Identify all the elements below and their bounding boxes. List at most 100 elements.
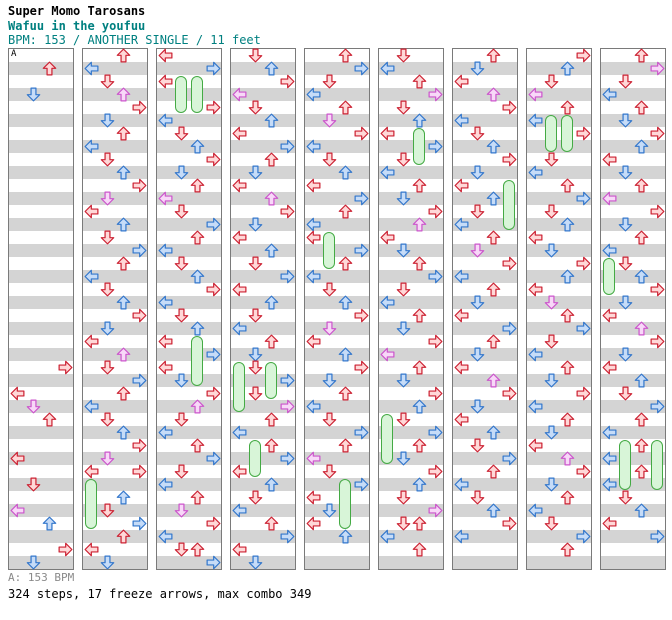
arrow-left-icon [232, 87, 246, 102]
arrow-right-icon [428, 464, 442, 479]
arrow-down-icon [248, 217, 262, 232]
freeze-arrow [174, 76, 187, 113]
arrow-right-icon [280, 451, 294, 466]
arrow-down-icon [100, 503, 114, 518]
arrow-up-icon [560, 542, 574, 557]
arrow-down-icon [26, 399, 40, 414]
arrow-left-icon [84, 399, 98, 414]
arrow-up-icon [486, 425, 500, 440]
arrow-up-icon [338, 438, 352, 453]
arrow-left-icon [454, 308, 468, 323]
arrow-down-icon [544, 477, 558, 492]
arrow-down-icon [322, 74, 336, 89]
arrow-right-icon [576, 256, 590, 271]
arrow-down-icon [100, 451, 114, 466]
arrow-up-icon [412, 217, 426, 232]
arrow-up-icon [42, 61, 56, 76]
arrow-left-icon [454, 412, 468, 427]
arrow-up-icon [190, 490, 204, 505]
freeze-arrow [380, 414, 393, 464]
arrow-left-icon [84, 269, 98, 284]
arrow-down-icon [396, 321, 410, 336]
arrow-down-icon [396, 373, 410, 388]
arrow-up-icon [634, 373, 648, 388]
arrow-right-icon [280, 269, 294, 284]
arrow-right-icon [650, 204, 664, 219]
arrow-left-icon [10, 386, 24, 401]
arrow-left-icon [306, 87, 320, 102]
arrow-right-icon [650, 282, 664, 297]
arrow-down-icon [618, 165, 632, 180]
arrow-right-icon [650, 61, 664, 76]
arrow-up-icon [412, 438, 426, 453]
difficulty-marker: A [11, 49, 17, 59]
arrow-up-icon [338, 386, 352, 401]
arrow-up-icon [560, 217, 574, 232]
arrow-left-icon [84, 61, 98, 76]
arrow-right-icon [650, 126, 664, 141]
measure-column [378, 48, 444, 570]
arrow-up-icon [190, 269, 204, 284]
arrow-left-icon [232, 230, 246, 245]
freeze-arrow [560, 115, 573, 152]
arrow-down-icon [100, 321, 114, 336]
arrow-up-icon [486, 191, 500, 206]
arrow-left-icon [454, 529, 468, 544]
measure-column [156, 48, 222, 570]
arrow-up-icon [560, 269, 574, 284]
freeze-arrow [602, 258, 615, 295]
arrow-right-icon [132, 464, 146, 479]
arrow-down-icon [470, 204, 484, 219]
arrow-up-icon [412, 542, 426, 557]
arrow-down-icon [174, 126, 188, 141]
arrow-right-icon [206, 100, 220, 115]
arrow-up-icon [116, 490, 130, 505]
arrow-up-icon [412, 178, 426, 193]
arrow-left-icon [454, 74, 468, 89]
freeze-arrow [264, 362, 277, 399]
arrow-left-icon [380, 230, 394, 245]
arrow-down-icon [174, 503, 188, 518]
arrow-left-icon [158, 477, 172, 492]
arrow-down-icon [322, 282, 336, 297]
arrow-down-icon [396, 48, 410, 63]
arrow-right-icon [428, 386, 442, 401]
arrow-left-icon [454, 178, 468, 193]
arrow-up-icon [486, 48, 500, 63]
arrow-down-icon [544, 425, 558, 440]
arrow-left-icon [380, 347, 394, 362]
arrow-down-icon [174, 256, 188, 271]
arrow-down-icon [544, 74, 558, 89]
arrow-down-icon [470, 490, 484, 505]
arrow-left-icon [232, 178, 246, 193]
arrow-up-icon [116, 425, 130, 440]
arrow-left-icon [84, 334, 98, 349]
arrow-down-icon [174, 373, 188, 388]
freeze-arrow [650, 440, 663, 490]
arrow-up-icon [634, 269, 648, 284]
arrow-right-icon [354, 243, 368, 258]
arrow-left-icon [528, 230, 542, 245]
freeze-arrow [412, 128, 425, 165]
arrow-left-icon [158, 529, 172, 544]
arrow-down-icon [470, 165, 484, 180]
arrow-right-icon [206, 61, 220, 76]
arrow-left-icon [380, 165, 394, 180]
arrow-up-icon [190, 230, 204, 245]
arrow-right-icon [354, 477, 368, 492]
arrow-left-icon [232, 503, 246, 518]
arrow-up-icon [116, 217, 130, 232]
arrow-left-icon [602, 425, 616, 440]
arrow-up-icon [190, 139, 204, 154]
freeze-arrow [502, 180, 515, 230]
arrow-up-icon [116, 386, 130, 401]
arrow-up-icon [634, 230, 648, 245]
arrow-right-icon [502, 516, 516, 531]
arrow-down-icon [618, 256, 632, 271]
measure-column [526, 48, 592, 570]
arrow-left-icon [454, 217, 468, 232]
arrow-up-icon [264, 113, 278, 128]
arrow-up-icon [116, 295, 130, 310]
arrow-right-icon [502, 386, 516, 401]
arrow-up-icon [486, 464, 500, 479]
